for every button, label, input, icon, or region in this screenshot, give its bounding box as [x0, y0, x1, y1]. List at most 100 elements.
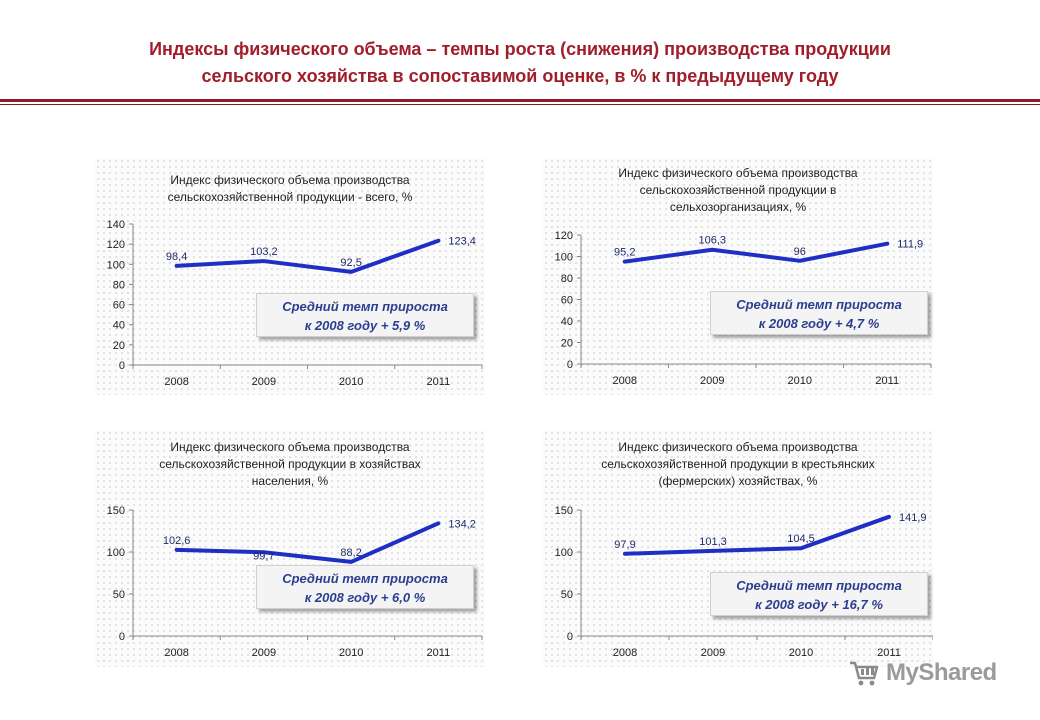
chart-title-line: (фермерских) хозяйствах, %: [658, 474, 818, 488]
y-tick-label: 0: [567, 359, 573, 371]
growth-note-line: к 2008 году + 4,7 %: [758, 316, 880, 331]
data-point: [623, 552, 627, 556]
data-point: [175, 548, 179, 552]
data-label: 102,6: [163, 535, 191, 547]
x-tick-label: 2009: [252, 376, 276, 388]
data-label: 99,7: [253, 550, 274, 562]
chart-title-line: Индекс физического объема производства: [170, 440, 410, 454]
x-tick-label: 2008: [164, 647, 188, 659]
chart-panel-farms: Индекс физического объема производства с…: [543, 430, 933, 667]
title-divider-thin: [0, 104, 1040, 105]
y-tick-label: 80: [113, 279, 125, 291]
data-label: 141,9: [899, 512, 927, 524]
x-tick-label: 2011: [877, 647, 901, 659]
data-point: [436, 521, 440, 525]
data-point: [887, 515, 891, 519]
chart-title: Индекс физического объема производства с…: [95, 172, 485, 206]
data-point: [711, 549, 715, 553]
data-label: 106,3: [698, 235, 726, 247]
y-tick-label: 100: [107, 259, 125, 271]
y-tick-label: 20: [113, 340, 125, 352]
y-tick-label: 100: [555, 252, 573, 264]
cart-icon: [850, 661, 879, 686]
data-label: 95,2: [614, 247, 635, 259]
x-tick-label: 2011: [427, 647, 451, 659]
y-tick-label: 100: [555, 547, 573, 559]
data-label: 97,9: [614, 539, 635, 551]
y-tick-label: 60: [113, 300, 125, 312]
x-tick-label: 2010: [789, 647, 813, 659]
y-tick-label: 80: [561, 273, 573, 285]
data-label: 101,3: [699, 536, 727, 548]
data-point: [799, 546, 803, 550]
x-tick-label: 2008: [613, 647, 637, 659]
growth-note: Средний темп прироста к 2008 году + 6,0 …: [256, 565, 474, 609]
chart-title: Индекс физического объема производства с…: [543, 165, 933, 216]
data-label: 111,9: [897, 239, 923, 251]
chart-title-line: Индекс физического объема производства: [170, 173, 410, 187]
growth-note-line: Средний темп прироста: [282, 571, 448, 586]
y-tick-label: 40: [561, 316, 573, 328]
series-line: [174, 521, 441, 564]
y-tick-label: 50: [561, 589, 573, 601]
line-chart-farms: 0 50 100 150 2008 2009 2010 2011 97,9 101,3 104,5 1…: [555, 505, 933, 659]
data-point: [262, 550, 266, 554]
y-tick-label: 150: [555, 505, 573, 517]
y-tick-label: 60: [561, 295, 573, 307]
y-tick-label: 100: [107, 547, 125, 559]
data-point: [262, 259, 266, 263]
data-point: [349, 560, 353, 564]
data-label: 103,2: [250, 246, 278, 258]
data-label: 134,2: [448, 518, 476, 530]
chart-panel-agro-orgs: Индекс физического объема производства с…: [543, 158, 933, 395]
x-tick-label: 2010: [339, 647, 363, 659]
chart-panel-total: Индекс физического объема производства с…: [95, 158, 485, 395]
y-tick-label: 40: [113, 320, 125, 332]
x-tick-label: 2008: [613, 375, 637, 387]
data-label: 98,4: [166, 251, 187, 263]
data-label: 96: [794, 246, 806, 258]
growth-note-line: Средний темп прироста: [282, 299, 448, 314]
data-label: 123,4: [448, 236, 476, 248]
chart-title-line: населения, %: [251, 474, 329, 488]
chart-title-line: сельхозорганизациях, %: [669, 200, 807, 214]
data-point: [798, 259, 802, 263]
growth-note-line: Средний темп прироста: [736, 578, 902, 593]
page-title: Индексы физического объема – темпы роста…: [0, 36, 1040, 90]
data-label: 104,5: [787, 533, 815, 545]
growth-note-line: к 2008 году + 5,9 %: [304, 318, 426, 333]
chart-title-line: сельскохозяйственной продукции в крестья…: [601, 457, 875, 471]
y-tick-label: 120: [107, 239, 125, 251]
page-title-line-1: Индексы физического объема – темпы роста…: [149, 39, 891, 59]
series-line: [623, 514, 891, 556]
x-tick-label: 2010: [339, 376, 363, 388]
y-tick-label: 20: [561, 338, 573, 350]
y-tick-label: 150: [107, 505, 125, 517]
x-tick-label: 2009: [700, 375, 724, 387]
growth-note: Средний темп прироста к 2008 году + 16,7…: [710, 572, 928, 616]
line-chart-total: 0 20 40 60 80 100 120 140 2008 2009 2010 2011 98,4 10…: [107, 219, 483, 388]
chart-title-line: Индекс физического объема производства: [618, 166, 858, 180]
series-line: [622, 241, 890, 264]
growth-note: Средний темп прироста к 2008 году + 5,9 …: [256, 293, 474, 337]
chart-panel-households: Индекс физического объема производства с…: [95, 430, 485, 667]
line-chart-agro-orgs: 0 20 40 60 80 100 120 2008 2009 2010 2011 95,2 106,3…: [555, 230, 932, 387]
y-tick-label: 120: [555, 230, 573, 242]
data-point: [175, 264, 179, 268]
y-tick-label: 0: [119, 631, 125, 643]
watermark-logo: MyShared: [848, 658, 997, 688]
data-point: [623, 260, 627, 264]
x-tick-label: 2009: [701, 647, 725, 659]
y-tick-label: 50: [113, 589, 125, 601]
line-chart-households: 0 50 100 150 2008 2009 2010 2011 102,6 99,7 88,2 13…: [107, 505, 483, 659]
growth-note-line: к 2008 году + 16,7 %: [755, 597, 883, 612]
chart-title: Индекс физического объема производства с…: [95, 439, 485, 490]
data-point: [885, 242, 889, 246]
chart-title-line: сельскохозяйственной продукции - всего, …: [167, 190, 413, 204]
data-label: 92,5: [340, 257, 361, 269]
chart-title-line: Индекс физического объема производства: [618, 440, 858, 454]
growth-note: Средний темп прироста к 2008 году + 4,7 …: [710, 291, 928, 335]
y-tick-label: 0: [567, 631, 573, 643]
data-point: [710, 248, 714, 252]
x-tick-label: 2011: [875, 375, 899, 387]
